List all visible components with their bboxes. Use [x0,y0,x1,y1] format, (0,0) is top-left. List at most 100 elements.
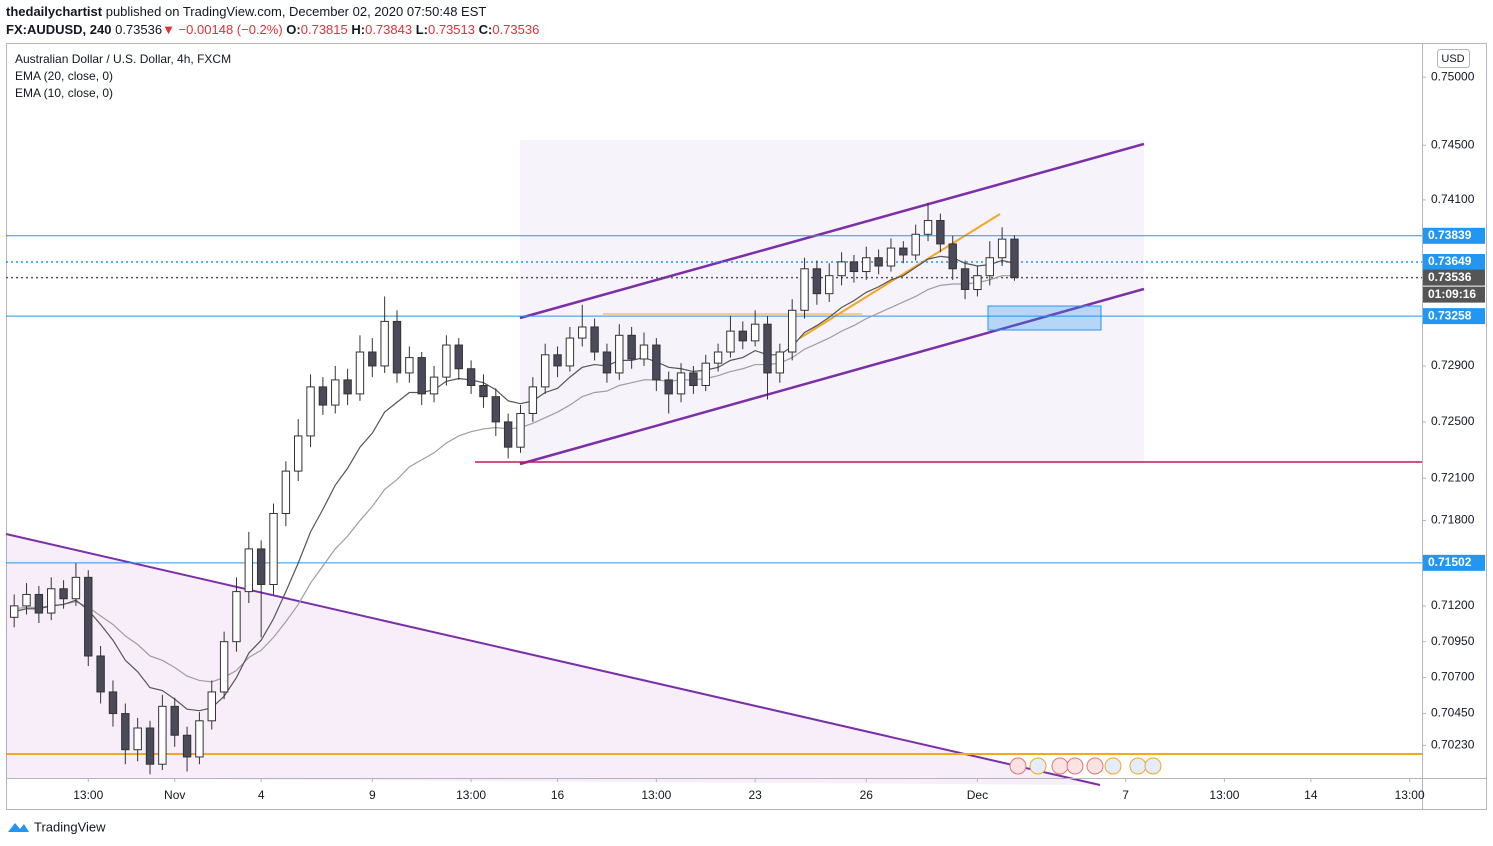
candle-body [750,323,760,342]
candle-body [22,593,31,607]
candle-body [454,344,463,370]
chart-title: Australian Dollar / U.S. Dollar, 4h, FXC… [15,52,231,66]
price-label-bg [1423,227,1485,244]
price-label: 0.71502 [1428,555,1472,569]
rising-line [799,213,1001,339]
candle-body [331,379,340,406]
legend-entry: EMA (10, close, 0) [15,86,113,100]
candle-body [849,261,859,273]
candle-body [108,691,118,715]
ohlc-key: O: [286,22,301,37]
price-label: 0.73258 [1428,308,1472,322]
candle-body [429,376,439,395]
y-tick-label: 0.70450 [1431,706,1475,720]
candle-body [405,357,414,374]
candle-body [997,238,1007,259]
candle-body [763,323,772,374]
candle-body [602,351,612,374]
candle-body [713,351,723,364]
ohlc-key: H: [351,22,366,37]
candle-body [800,268,809,311]
publish-line: thedailychartist published on TradingVie… [6,4,486,19]
x-tick-label: 16 [551,788,565,802]
channel-lower [519,287,1145,466]
price-label: 0.73536 [1428,270,1472,284]
channel-area [520,140,1144,464]
chart-frame [6,43,1487,810]
x-tick-label: 13:00 [73,788,103,802]
candle-body [392,320,402,374]
candle-body [244,548,254,593]
candle-body [923,220,933,235]
y-tick-label: 0.70230 [1431,738,1475,752]
x-tick-label: 9 [369,788,376,802]
candle-body [565,337,575,367]
y-tick-label: 0.71200 [1431,598,1475,612]
y-tick-label: 0.70700 [1431,670,1475,684]
candle-body [553,354,562,367]
legend-entry: EMA (20, close, 0) [15,69,113,83]
x-tick-label: 13:00 [1395,788,1425,802]
candle-body [590,326,599,353]
x-tick-label: 13:00 [641,788,671,802]
candle-body [540,354,550,388]
x-tick-label: 23 [748,788,762,802]
candle-body [466,368,476,386]
x-tick-label: 13:00 [456,788,486,802]
candle-body [380,320,389,367]
candle-body [936,220,945,245]
candle-body [664,379,673,395]
candle-body [886,247,896,267]
candle-body [71,576,81,600]
candle-body [47,588,56,614]
candle-body [491,396,501,423]
candle-body [84,576,93,657]
countdown-bg [1423,286,1485,303]
candle-body [96,655,105,693]
candle-body [528,386,538,414]
candle-body [294,435,303,472]
currency-box [1437,49,1470,68]
candle-body [9,605,19,618]
y-tick-label: 0.74500 [1431,137,1475,151]
change: −0.00148 (−0.2%) [178,22,283,37]
candle-body [256,548,266,585]
candle-body [145,727,155,765]
candle-body [442,344,451,378]
candle-body [59,588,68,600]
channel-upper [519,142,1145,320]
y-tick-label: 0.75000 [1431,69,1475,83]
candle-body [503,421,513,448]
candle-body [775,351,785,374]
price-label-bg [1423,254,1485,271]
candle-body [948,243,957,270]
candle-body [182,734,192,758]
candle-body [207,691,216,722]
candle-body [874,257,883,267]
trend-line [5,533,1101,786]
ohlc-value: 0.73843 [365,22,413,37]
last: 0.73536 [115,22,163,37]
candle-body [318,386,328,406]
y-tick-label: 0.74100 [1431,192,1475,206]
candle-body [158,705,167,765]
candle-body [368,351,377,367]
target-zone [987,305,1102,331]
author: thedailychartist [6,4,103,19]
y-tick-label: 0.72500 [1431,414,1475,428]
ema-line [14,255,1015,712]
candle-body [973,275,982,291]
y-tick-label: 0.72100 [1431,470,1475,484]
published: published on TradingView.com, December 0… [105,4,487,19]
candle-body [627,334,636,360]
candle-body [170,705,179,736]
candle-body [899,247,908,256]
price-label: 0.73649 [1428,254,1472,268]
price-label-bg [1423,308,1485,325]
candle-body [269,512,278,585]
candle-body [133,727,142,751]
currency: USD [1441,53,1464,65]
candle-body [1010,238,1019,279]
candle-body [232,591,241,643]
